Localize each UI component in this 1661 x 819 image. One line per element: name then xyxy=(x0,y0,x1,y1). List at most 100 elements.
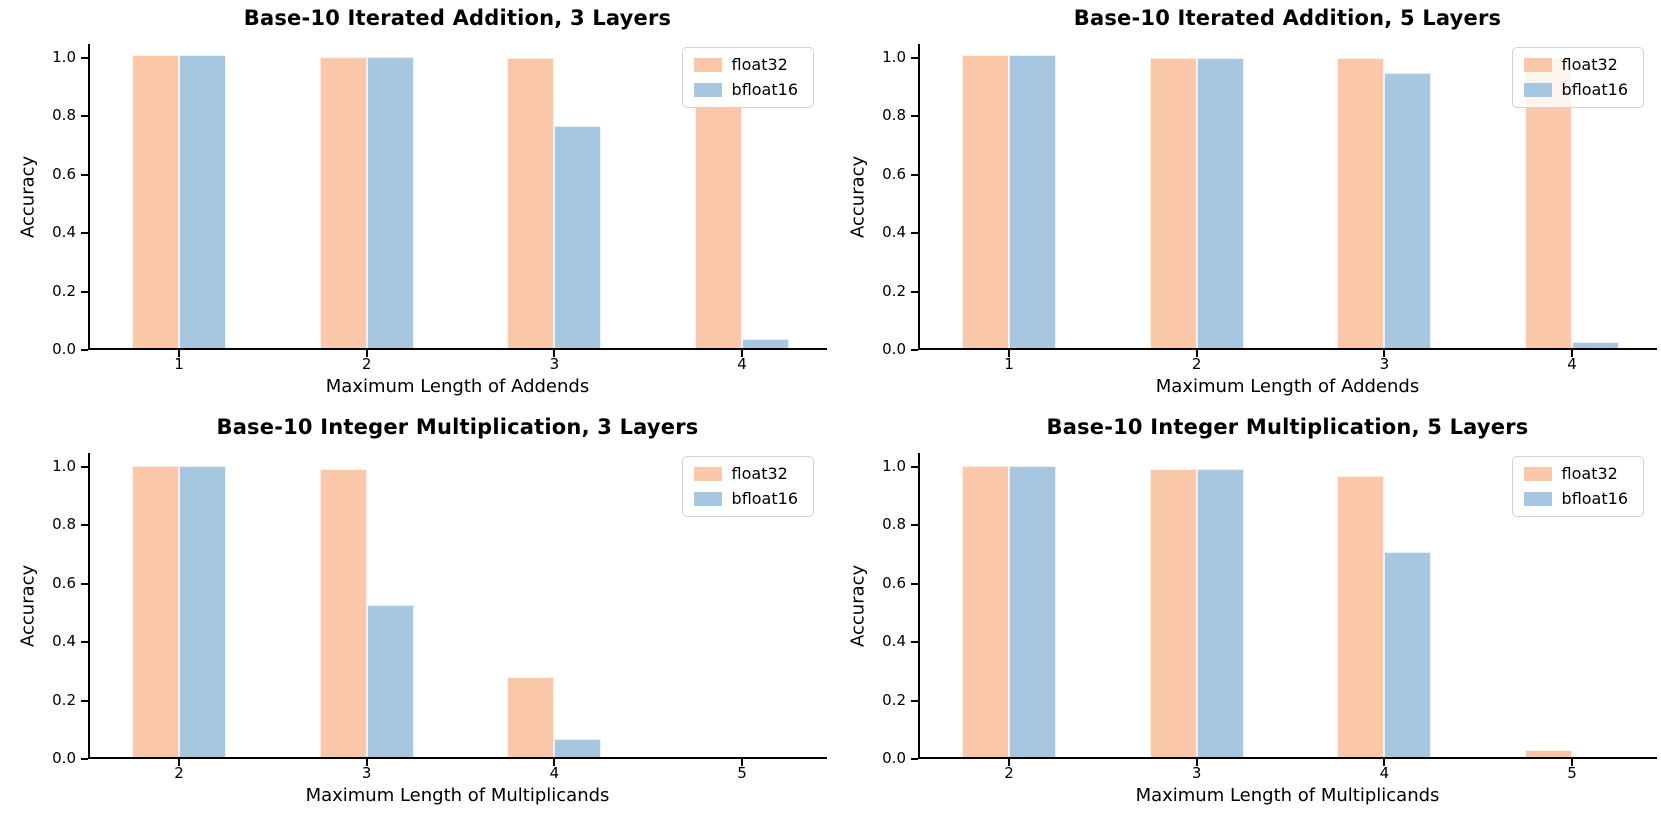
legend-swatch xyxy=(1523,83,1552,97)
plot-area: 1.0 0.8 0.6 0.4 0.2 0.0 1 2 3 4 float32 bfloat16 xyxy=(882,44,1657,372)
y-axis-label: Accuracy xyxy=(847,564,869,648)
x-tick-label: 5 xyxy=(1567,764,1577,782)
legend: float32 bfloat16 xyxy=(1511,47,1644,108)
legend-swatch xyxy=(693,58,722,72)
y-tick-label: 0.8 xyxy=(52,106,76,125)
x-tick-mark xyxy=(1195,350,1198,357)
y-tick-mark xyxy=(81,56,88,59)
y-tick-label: 0.6 xyxy=(882,164,906,183)
chart-title: Base-10 Integer Multiplication, 5 Layers xyxy=(1046,415,1529,439)
y-tick-mark xyxy=(911,699,918,702)
y-tick-label: 1.0 xyxy=(882,47,906,66)
x-tick-mark xyxy=(1571,350,1574,357)
legend-label: bfloat16 xyxy=(1561,489,1628,508)
y-tick-label: 0.8 xyxy=(882,515,906,534)
legend-entry: float32 xyxy=(693,55,798,74)
legend-swatch xyxy=(1523,467,1552,481)
x-tick-label: 2 xyxy=(1004,764,1014,782)
y-tick-label: 1.0 xyxy=(882,456,906,475)
legend: float32 bfloat16 xyxy=(1511,456,1644,517)
bar-bfloat16 xyxy=(742,339,790,348)
bar-float32 xyxy=(131,466,179,757)
y-tick-mark xyxy=(81,349,88,351)
y-tick-label: 0.2 xyxy=(52,690,76,709)
legend-entry: float32 xyxy=(1523,464,1628,483)
bar-float32 xyxy=(131,55,179,348)
bar-bfloat16 xyxy=(366,57,414,348)
bar-float32 xyxy=(961,466,1009,757)
chart-title: Base-10 Integer Multiplication, 3 Layers xyxy=(216,415,699,439)
x-tick-label: 3 xyxy=(549,355,560,373)
legend-swatch xyxy=(693,492,722,506)
plot-area: 1.0 0.8 0.6 0.4 0.2 0.0 1 2 3 4 float32 bfloat16 xyxy=(52,44,827,372)
chart-panel: Base-10 Integer Multiplication, 3 Layers… xyxy=(0,409,830,819)
x-tick-label: 3 xyxy=(1379,355,1390,373)
bar-bfloat16 xyxy=(178,466,226,757)
x-tick-mark xyxy=(1383,759,1386,766)
y-tick-mark xyxy=(911,232,918,234)
chart-title: Base-10 Iterated Addition, 5 Layers xyxy=(1073,6,1502,30)
y-tick-label: 0.4 xyxy=(882,223,906,242)
y-tick-mark xyxy=(81,115,88,117)
x-tick-mark xyxy=(177,759,180,766)
legend-label: float32 xyxy=(731,464,788,483)
chart-panel: Base-10 Integer Multiplication, 5 Layers… xyxy=(830,409,1661,819)
x-tick-label: 4 xyxy=(1379,764,1390,782)
y-tick-mark xyxy=(911,56,918,59)
bar-bfloat16 xyxy=(1384,552,1432,757)
x-axis-label: Maximum Length of Addends xyxy=(1155,376,1420,397)
y-axis-label: Accuracy xyxy=(17,155,39,239)
bar-bfloat16 xyxy=(1008,55,1056,348)
legend-swatch xyxy=(693,467,722,481)
y-tick-label: 0.2 xyxy=(52,281,76,300)
x-tick-mark xyxy=(1571,759,1574,766)
y-tick-mark xyxy=(81,524,88,526)
y-axis-label: Accuracy xyxy=(847,155,869,239)
bar-float32 xyxy=(507,677,555,757)
y-tick-mark xyxy=(81,758,88,760)
chart-panel: Base-10 Iterated Addition, 3 Layers Accu… xyxy=(0,0,830,409)
y-tick-label: 0.0 xyxy=(882,749,906,768)
x-tick-label: 4 xyxy=(549,764,560,782)
x-tick-label: 5 xyxy=(737,764,747,782)
y-tick-mark xyxy=(911,465,918,468)
legend-entry: float32 xyxy=(1523,57,1628,73)
y-tick-label: 0.4 xyxy=(52,223,76,242)
x-tick-mark xyxy=(1007,759,1010,766)
legend-entry: float32 xyxy=(693,464,798,483)
bar-bfloat16 xyxy=(1196,58,1244,348)
legend-label: bfloat16 xyxy=(1561,80,1628,99)
bar-float32 xyxy=(319,57,367,348)
y-tick-label: 0.0 xyxy=(52,340,76,359)
bar-bfloat16 xyxy=(366,605,414,757)
y-tick-label: 0.6 xyxy=(52,164,76,183)
bar-float32 xyxy=(1149,469,1197,757)
x-tick-label: 2 xyxy=(1191,355,1202,373)
legend-label: float32 xyxy=(1561,464,1618,483)
y-tick-label: 1.0 xyxy=(52,456,76,475)
x-tick-label: 2 xyxy=(361,355,372,373)
y-tick-mark xyxy=(911,582,918,585)
bar-float32 xyxy=(1149,58,1197,348)
y-tick-mark xyxy=(911,641,918,643)
legend-label: float32 xyxy=(731,55,788,74)
bar-bfloat16 xyxy=(1008,466,1056,757)
legend-entry: bfloat16 xyxy=(693,489,798,508)
y-tick-label: 0.8 xyxy=(882,106,906,125)
chart-panel: Base-10 Iterated Addition, 5 Layers Accu… xyxy=(830,0,1661,409)
y-tick-mark xyxy=(81,232,88,234)
bar-bfloat16 xyxy=(178,55,226,348)
bar-float32 xyxy=(695,105,743,348)
y-tick-mark xyxy=(81,173,88,176)
x-tick-mark xyxy=(553,759,556,766)
bar-float32 xyxy=(961,55,1009,348)
x-tick-mark xyxy=(365,350,368,357)
x-tick-mark xyxy=(741,759,744,766)
legend-label: bfloat16 xyxy=(731,489,798,508)
y-tick-mark xyxy=(911,290,918,293)
legend-label: bfloat16 xyxy=(731,80,798,99)
legend-swatch xyxy=(693,83,722,97)
x-tick-label: 1 xyxy=(1004,355,1014,373)
legend: float32 bfloat16 xyxy=(681,456,814,517)
